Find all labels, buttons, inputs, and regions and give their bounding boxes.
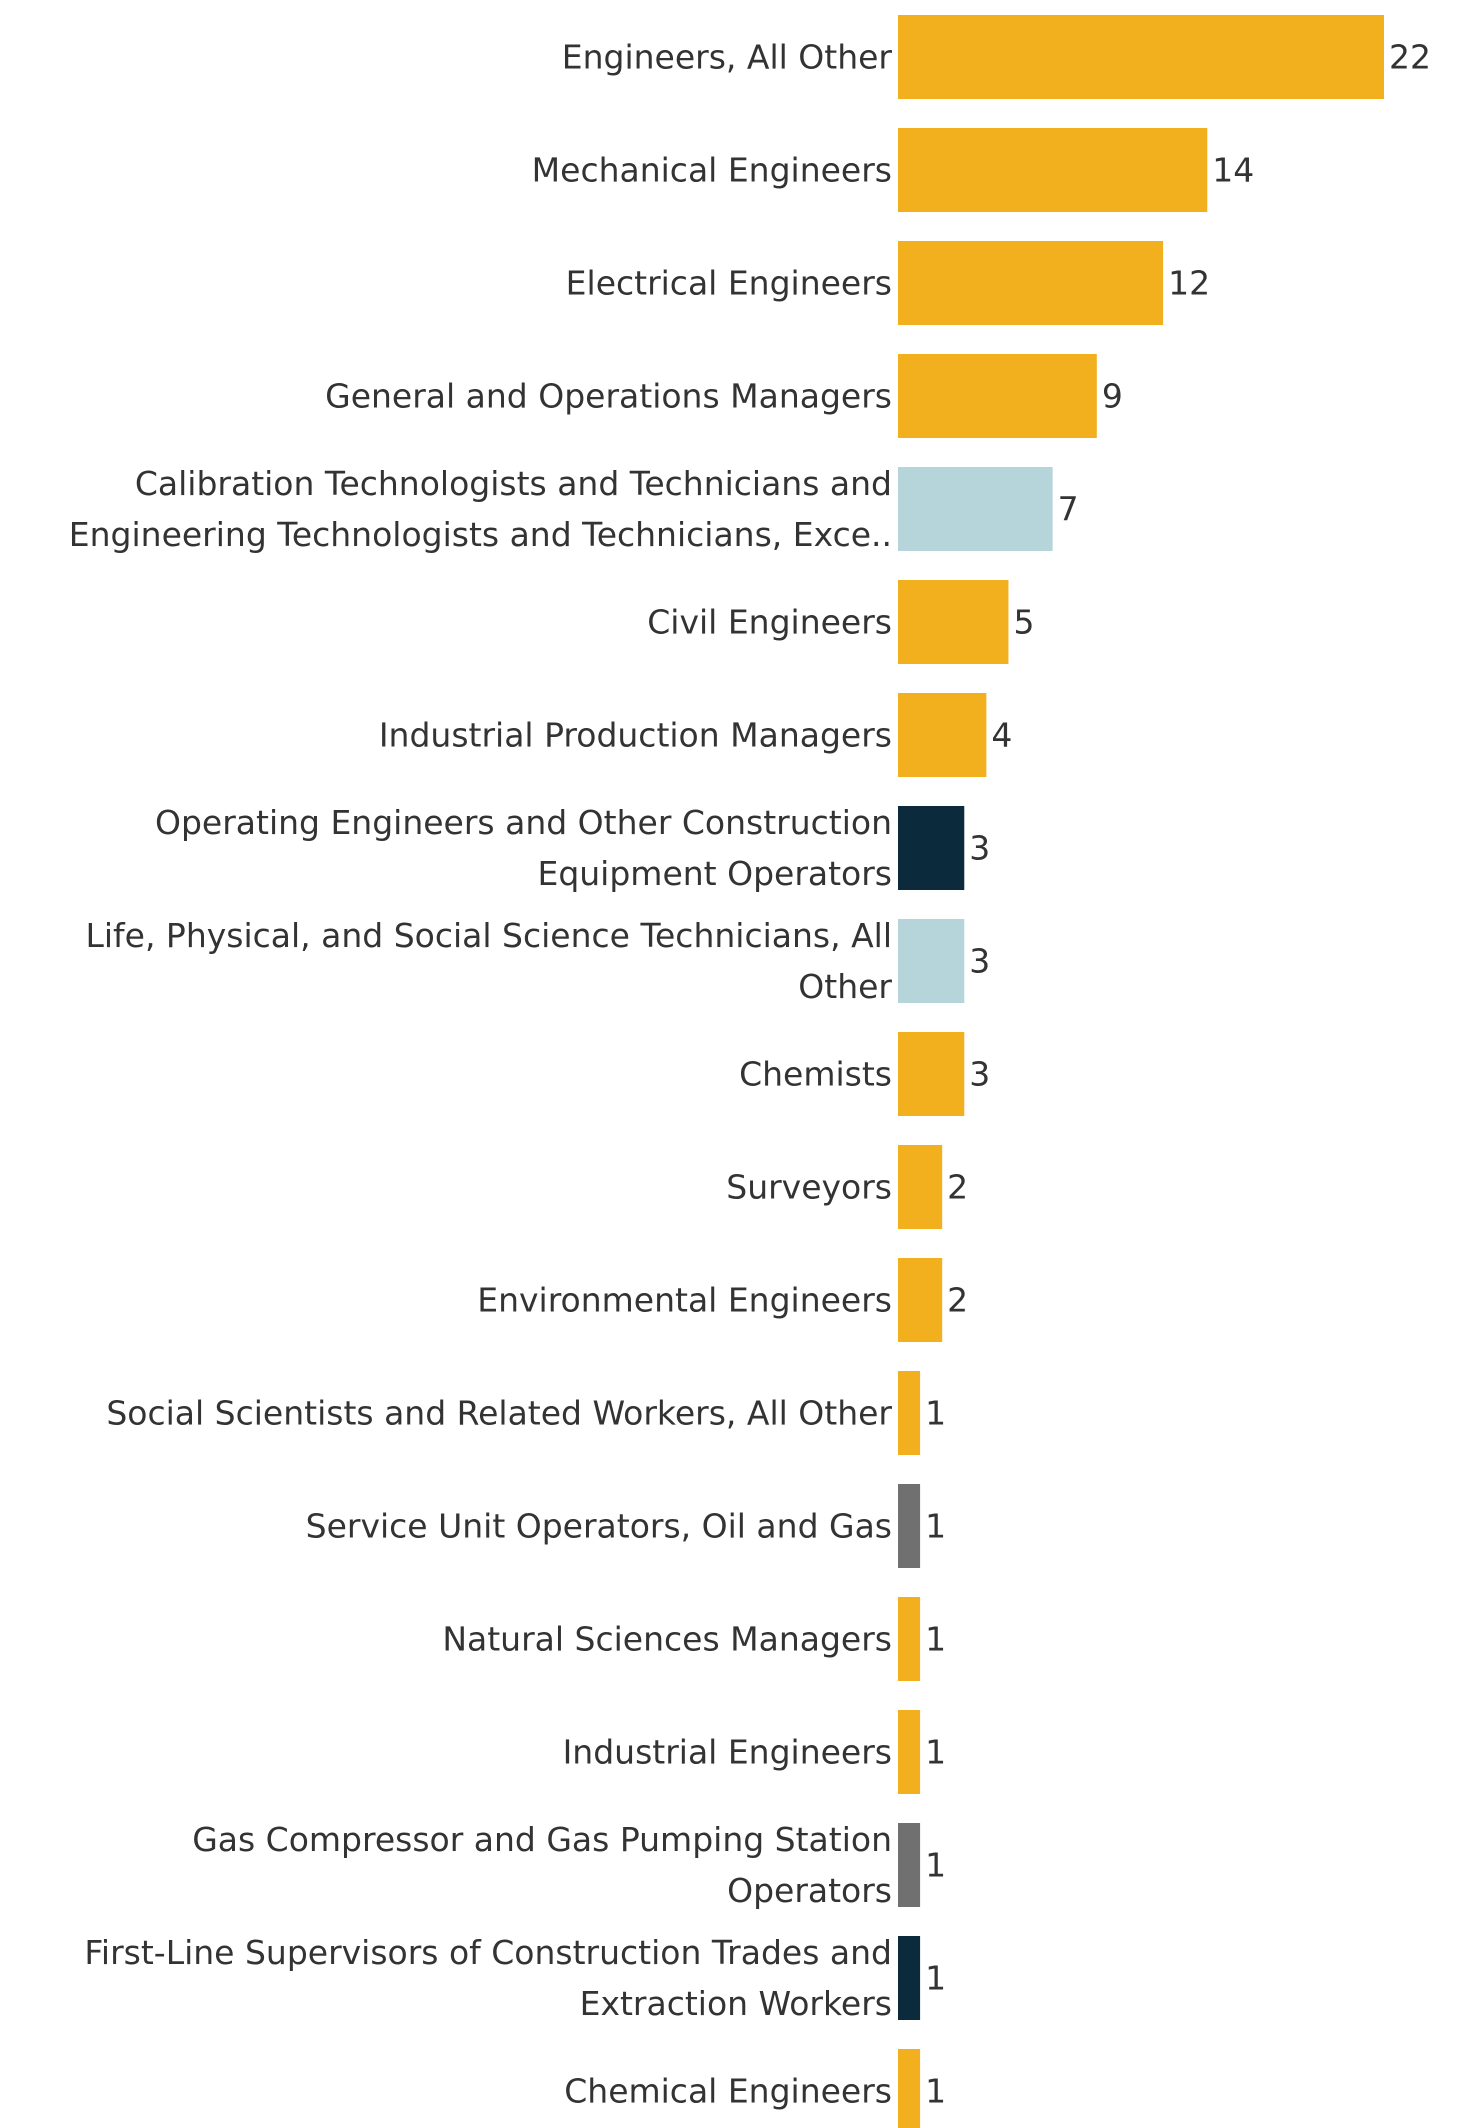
category-label: Electrical Engineers <box>566 264 892 303</box>
bar <box>898 1145 943 1229</box>
data-label: 22 <box>1389 38 1431 77</box>
category-label: Mechanical Engineers <box>532 151 892 190</box>
category-label: Life, Physical, and Social Science Techn… <box>85 916 892 1006</box>
bar <box>898 1823 921 1907</box>
data-label: 3 <box>969 942 990 981</box>
category-label: Chemical Engineers <box>564 2072 892 2111</box>
bar <box>898 806 965 890</box>
category-label-line: Calibration Technologists and Technician… <box>135 464 892 503</box>
category-label: General and Operations Managers <box>325 377 892 416</box>
bar <box>898 1710 921 1794</box>
category-label-line: Mechanical Engineers <box>532 151 892 190</box>
data-label: 1 <box>925 1959 946 1998</box>
bar <box>898 693 987 777</box>
category-label: Gas Compressor and Gas Pumping Station Op… <box>192 1820 892 1910</box>
data-label: 4 <box>991 716 1012 755</box>
category-label-line: Industrial Engineers <box>563 1733 892 1772</box>
data-label: 1 <box>925 1733 946 1772</box>
bar <box>898 467 1053 551</box>
category-label-line: Environmental Engineers <box>477 1281 892 1320</box>
data-label: 3 <box>969 829 990 868</box>
category-label: Engineers, All Other <box>562 38 893 77</box>
category-label: First-Line Supervisors of Construction T… <box>84 1933 892 2023</box>
category-label: Environmental Engineers <box>477 1281 892 1320</box>
category-label-line: Natural Sciences Managers <box>442 1620 892 1659</box>
data-label: 2 <box>947 1168 968 1207</box>
category-label-line: Chemical Engineers <box>564 2072 892 2111</box>
bar <box>898 1484 921 1568</box>
data-label: 2 <box>947 1281 968 1320</box>
category-label-line: Extraction Workers <box>580 1984 892 2023</box>
category-label-line: General and Operations Managers <box>325 377 892 416</box>
category-label-line: Gas Compressor and Gas Pumping Station <box>192 1820 892 1859</box>
category-label: Chemists <box>739 1055 892 1094</box>
data-label: 1 <box>925 1394 946 1433</box>
category-label-line: Equipment Operators <box>537 854 892 893</box>
bar <box>898 241 1164 325</box>
bar <box>898 1936 921 2020</box>
data-label: 14 <box>1212 151 1254 190</box>
category-label: Civil Engineers <box>647 603 892 642</box>
bar <box>898 354 1097 438</box>
category-label: Operating Engineers and Other Constructi… <box>155 803 892 893</box>
bar <box>898 1371 921 1455</box>
data-label: 3 <box>969 1055 990 1094</box>
category-label-line: Chemists <box>739 1055 892 1094</box>
category-label-line: Service Unit Operators, Oil and Gas <box>306 1507 892 1546</box>
data-label: 1 <box>925 2072 946 2111</box>
category-label-line: Civil Engineers <box>647 603 892 642</box>
category-label: Service Unit Operators, Oil and Gas <box>306 1507 892 1546</box>
data-label: 1 <box>925 1846 946 1885</box>
category-label-line: Other <box>798 967 892 1006</box>
data-label: 1 <box>925 1620 946 1659</box>
data-label: 5 <box>1013 603 1034 642</box>
category-label: Social Scientists and Related Workers, A… <box>106 1394 892 1433</box>
category-label-line: Electrical Engineers <box>566 264 892 303</box>
bar <box>898 15 1384 99</box>
bar <box>898 1597 921 1681</box>
category-label-line: Social Scientists and Related Workers, A… <box>106 1394 892 1433</box>
category-label: Industrial Engineers <box>563 1733 892 1772</box>
bar <box>898 1032 965 1116</box>
bar <box>898 128 1208 212</box>
category-label: Natural Sciences Managers <box>442 1620 892 1659</box>
data-label: 1 <box>925 1507 946 1546</box>
data-label: 7 <box>1058 490 1079 529</box>
category-label: Surveyors <box>726 1168 892 1207</box>
category-label-line: Surveyors <box>726 1168 892 1207</box>
bar <box>898 2049 921 2128</box>
bar <box>898 580 1009 664</box>
bar <box>898 919 965 1003</box>
bar <box>898 1258 943 1342</box>
category-label-line: Operators <box>727 1871 892 1910</box>
category-label-line: First-Line Supervisors of Construction T… <box>84 1933 892 1972</box>
category-label: Calibration Technologists and Technician… <box>69 464 892 554</box>
data-label: 9 <box>1102 377 1123 416</box>
category-label-line: Life, Physical, and Social Science Techn… <box>85 916 892 955</box>
category-label-line: Engineers, All Other <box>562 38 893 77</box>
data-label: 12 <box>1168 264 1210 303</box>
category-label-line: Engineering Technologists and Technician… <box>69 515 892 554</box>
category-label-line: Operating Engineers and Other Constructi… <box>155 803 892 842</box>
category-label: Industrial Production Managers <box>379 716 892 755</box>
category-label-line: Industrial Production Managers <box>379 716 892 755</box>
